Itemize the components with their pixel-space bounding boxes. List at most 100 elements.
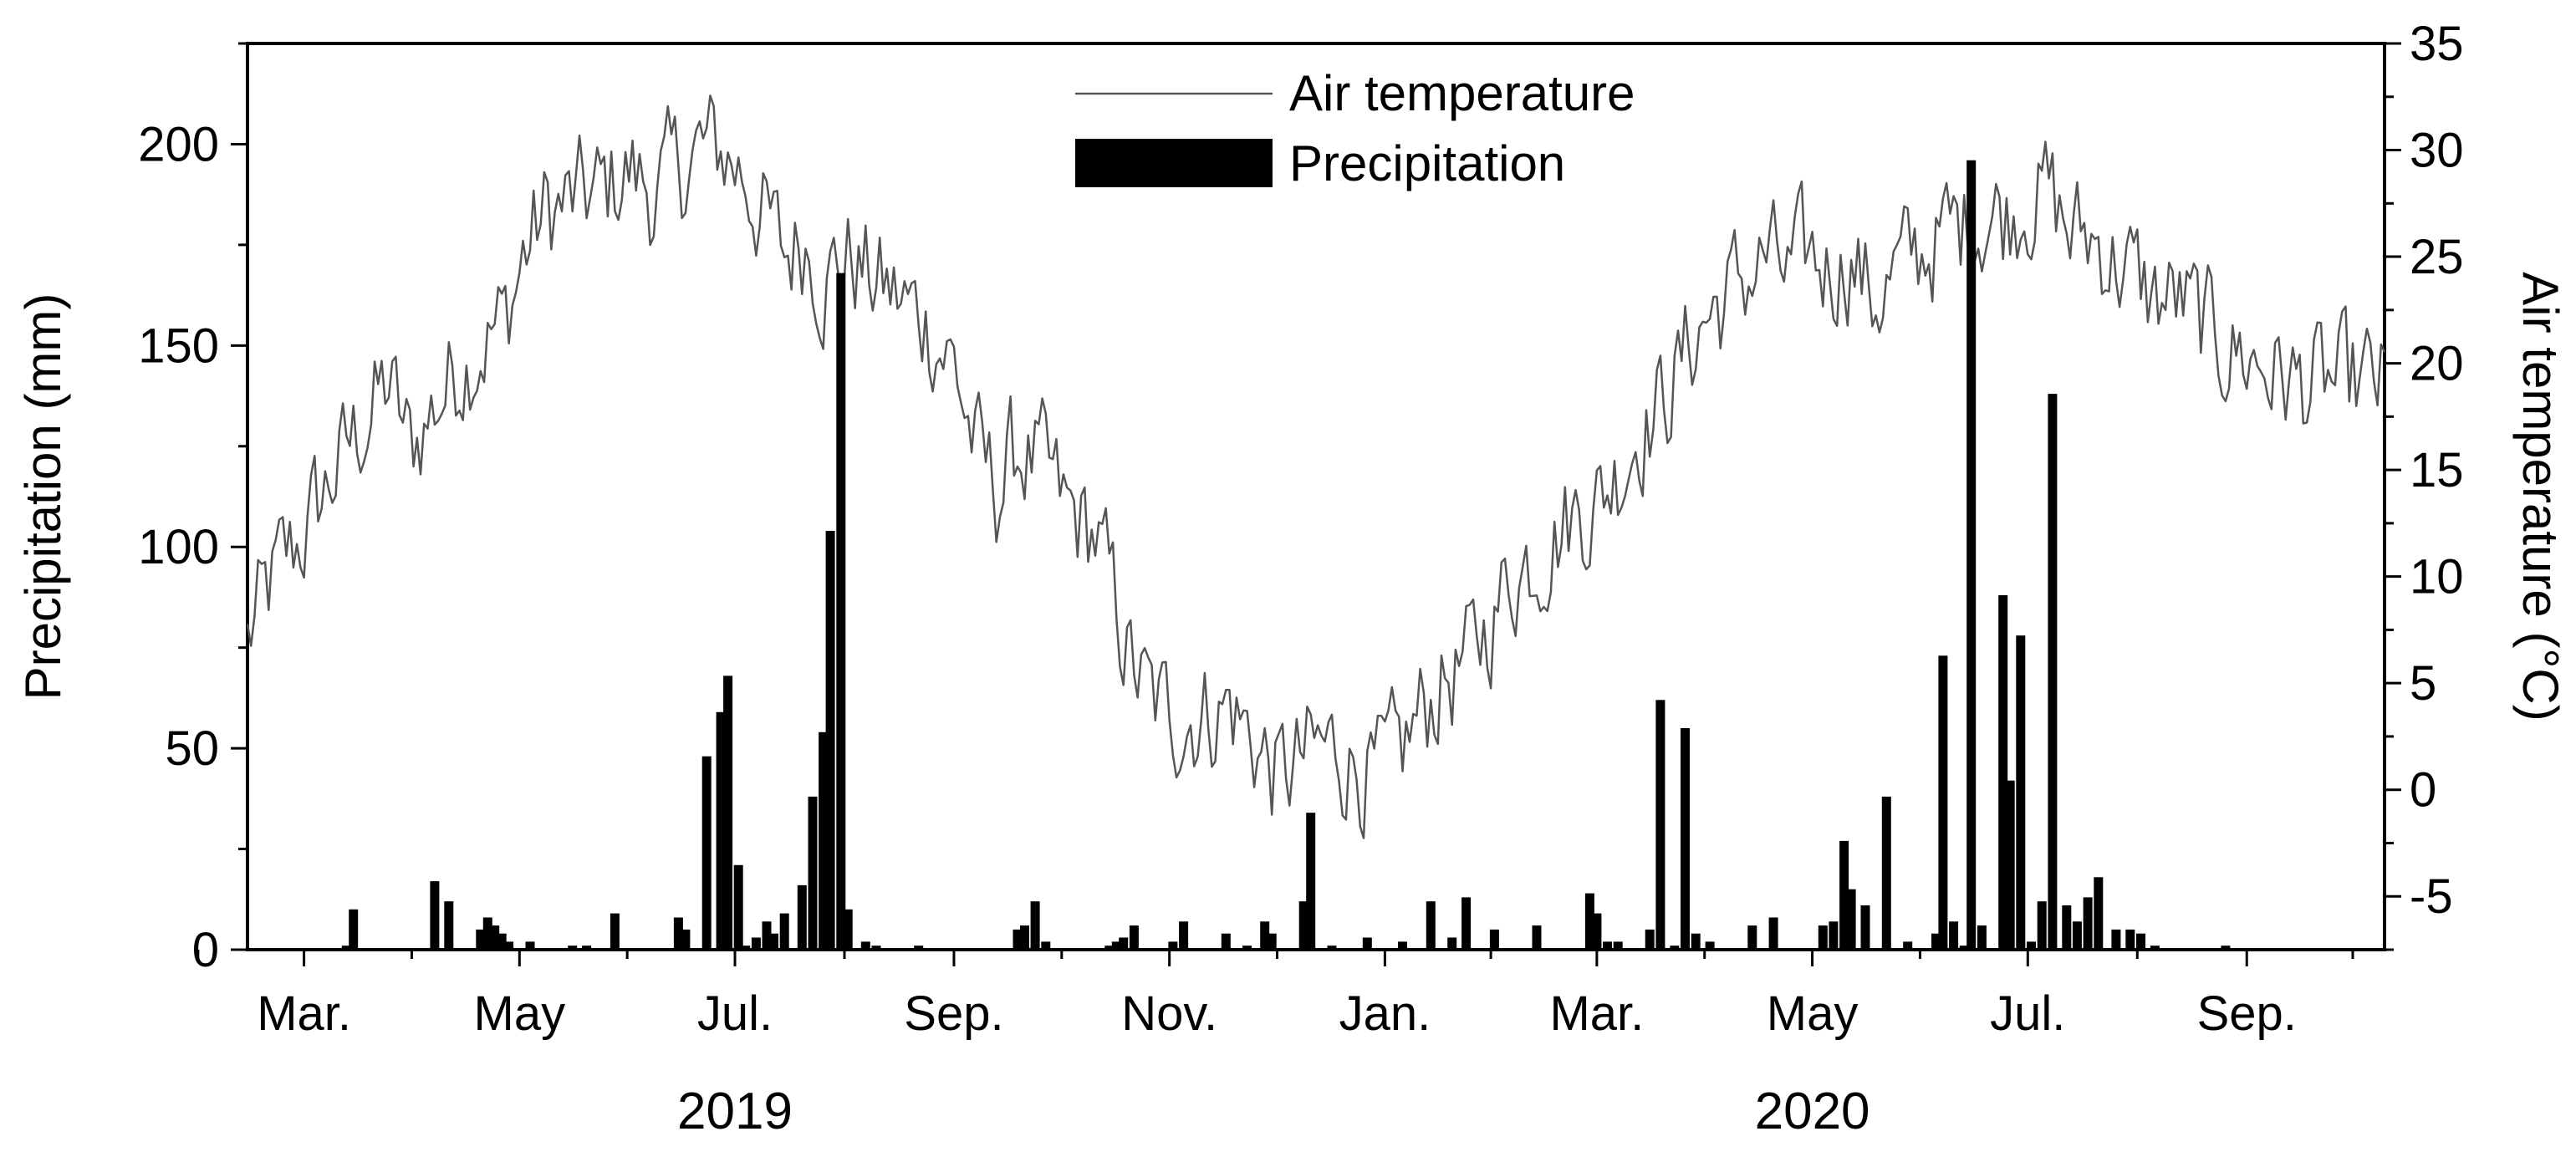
right-axis-label: Air temperature (°C) bbox=[2512, 272, 2568, 721]
precipitation-bar bbox=[825, 531, 835, 950]
precipitation-bar bbox=[1260, 921, 1270, 950]
x-tick-label: Sep. bbox=[2197, 986, 2297, 1041]
precipitation-bar bbox=[1645, 929, 1655, 950]
precipitation-bar bbox=[1532, 925, 1542, 950]
precipitation-bar bbox=[349, 909, 359, 950]
precipitation-bar bbox=[1881, 796, 1891, 950]
precipitation-series bbox=[341, 160, 2231, 951]
precipitation-bar bbox=[1705, 941, 1715, 950]
precipitation-bar bbox=[504, 941, 514, 950]
x-tick-label: Mar. bbox=[257, 986, 351, 1041]
precipitation-bar bbox=[2094, 877, 2104, 950]
precipitation-bar bbox=[1592, 913, 1602, 950]
precipitation-bar bbox=[673, 917, 683, 950]
precipitation-bar bbox=[1966, 160, 1977, 950]
year-label: 2019 bbox=[677, 1083, 793, 1140]
right-tick-label: 15 bbox=[2410, 443, 2464, 497]
x-tick-label: Jul. bbox=[697, 986, 773, 1041]
precipitation-bar bbox=[1179, 921, 1189, 950]
precipitation-bar bbox=[2125, 929, 2135, 950]
precipitation-bar bbox=[482, 917, 492, 950]
precipitation-bar bbox=[1818, 925, 1828, 950]
precipitation-bar bbox=[2037, 901, 2047, 950]
precipitation-bar bbox=[1362, 937, 1372, 950]
precipitation-bar bbox=[444, 901, 454, 950]
right-axis-ticks: -5 0 5 10 15 20 25 30 35 bbox=[2385, 17, 2464, 951]
precipitation-bar bbox=[1298, 901, 1308, 950]
right-tick-label: -5 bbox=[2410, 869, 2453, 924]
legend: Air temperature Precipitation bbox=[1075, 65, 1635, 191]
precipitation-bar bbox=[2072, 921, 2082, 950]
precipitation-bar bbox=[525, 941, 535, 950]
precipitation-bar bbox=[819, 731, 829, 950]
left-tick-label: 200 bbox=[138, 117, 219, 171]
precipitation-bar bbox=[1949, 921, 1959, 950]
precipitation-bar bbox=[681, 929, 691, 950]
precipitation-bar bbox=[341, 945, 351, 950]
precipitation-bar bbox=[1860, 905, 1870, 950]
precipitation-bar bbox=[1959, 945, 1969, 950]
precipitation-bar bbox=[1903, 941, 1913, 950]
precipitation-bar bbox=[1398, 941, 1407, 950]
precipitation-bar bbox=[1041, 941, 1051, 950]
right-tick-label: 30 bbox=[2410, 124, 2464, 178]
precipitation-bar bbox=[716, 711, 726, 950]
legend-precipitation-label: Precipitation bbox=[1289, 135, 1565, 191]
precipitation-bar bbox=[497, 933, 507, 950]
precipitation-bar bbox=[1020, 925, 1029, 950]
right-tick-label: 5 bbox=[2410, 656, 2436, 711]
x-tick-label: Mar. bbox=[1549, 986, 1644, 1041]
x-tick-label: Nov. bbox=[1121, 986, 1217, 1041]
precipitation-bar bbox=[1584, 893, 1594, 950]
precipitation-bar bbox=[860, 941, 870, 950]
precipitation-bar bbox=[2005, 780, 2015, 950]
precipitation-bar bbox=[2048, 394, 2058, 951]
precipitation-bar bbox=[1267, 933, 1277, 950]
left-tick-label: 100 bbox=[138, 520, 219, 574]
precipitation-bar bbox=[741, 945, 751, 950]
precipitation-bar bbox=[1447, 937, 1457, 950]
precipitation-bar bbox=[1938, 655, 1948, 950]
precipitation-bar bbox=[808, 796, 818, 950]
x-tick-label: May bbox=[1767, 986, 1859, 1041]
precipitation-bar bbox=[2221, 945, 2231, 950]
right-tick-label: 20 bbox=[2410, 337, 2464, 391]
legend-air-temperature-label: Air temperature bbox=[1289, 65, 1635, 121]
precipitation-bar bbox=[1670, 945, 1680, 950]
precipitation-bar bbox=[2016, 635, 2026, 950]
precipitation-bar bbox=[430, 881, 440, 950]
precipitation-bar bbox=[1829, 921, 1839, 950]
precipitation-bar bbox=[1013, 929, 1023, 950]
precipitation-bar bbox=[2136, 933, 2145, 950]
precipitation-bar bbox=[1306, 813, 1316, 950]
precipitation-bar bbox=[1603, 941, 1612, 950]
precipitation-bar bbox=[1998, 595, 2008, 950]
precipitation-bar bbox=[701, 756, 712, 950]
year-labels: 2019 2020 bbox=[677, 1083, 1870, 1140]
precipitation-bar bbox=[1681, 728, 1690, 950]
precipitation-bar bbox=[1839, 840, 1849, 950]
precipitation-bar bbox=[2111, 929, 2121, 950]
precipitation-bar bbox=[1168, 941, 1178, 950]
left-tick-label: 50 bbox=[165, 721, 219, 776]
right-tick-label: 35 bbox=[2410, 17, 2464, 71]
air-temperature-series bbox=[246, 94, 2386, 839]
precipitation-bar bbox=[797, 884, 807, 950]
precipitation-bar bbox=[1931, 933, 1941, 950]
precipitation-bar bbox=[1327, 945, 1337, 950]
left-tick-label: 0 bbox=[192, 923, 219, 977]
right-tick-label: 0 bbox=[2410, 763, 2436, 818]
precipitation-bar bbox=[723, 675, 733, 950]
legend-precipitation-swatch bbox=[1075, 139, 1273, 187]
precipitation-bar bbox=[1030, 901, 1040, 950]
precipitation-bar bbox=[1655, 700, 1665, 950]
x-axis-ticks: Mar. May Jul. Sep. Nov. Jan. Mar. May Jul. Sep. bbox=[196, 950, 2354, 1041]
air-temperature-line bbox=[246, 94, 2386, 839]
precipitation-bar bbox=[762, 921, 772, 950]
precipitation-bar bbox=[1129, 925, 1139, 950]
precipitation-bar bbox=[914, 945, 924, 950]
x-tick-label: Jul. bbox=[1990, 986, 2065, 1041]
precipitation-bar bbox=[568, 945, 578, 950]
precipitation-bar bbox=[2083, 897, 2093, 950]
left-tick-label: 150 bbox=[138, 319, 219, 373]
